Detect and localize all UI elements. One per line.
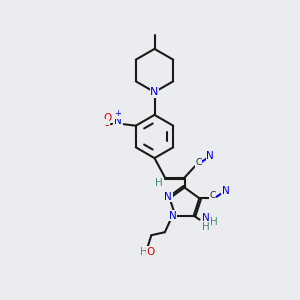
Text: N: N	[114, 116, 122, 126]
Text: H: H	[140, 247, 148, 257]
Text: N: N	[169, 211, 177, 221]
Text: H: H	[202, 222, 209, 232]
Text: C: C	[196, 158, 202, 167]
Text: H: H	[154, 178, 162, 188]
Text: N: N	[202, 212, 210, 223]
Text: C: C	[210, 191, 216, 200]
Text: N: N	[164, 192, 172, 202]
Text: -: -	[104, 119, 109, 132]
Text: O: O	[104, 112, 112, 123]
Text: N: N	[206, 151, 214, 161]
Text: N: N	[222, 186, 229, 196]
Text: N: N	[150, 87, 159, 97]
Text: +: +	[114, 109, 121, 118]
Text: H: H	[210, 217, 218, 227]
Text: O: O	[147, 247, 155, 257]
